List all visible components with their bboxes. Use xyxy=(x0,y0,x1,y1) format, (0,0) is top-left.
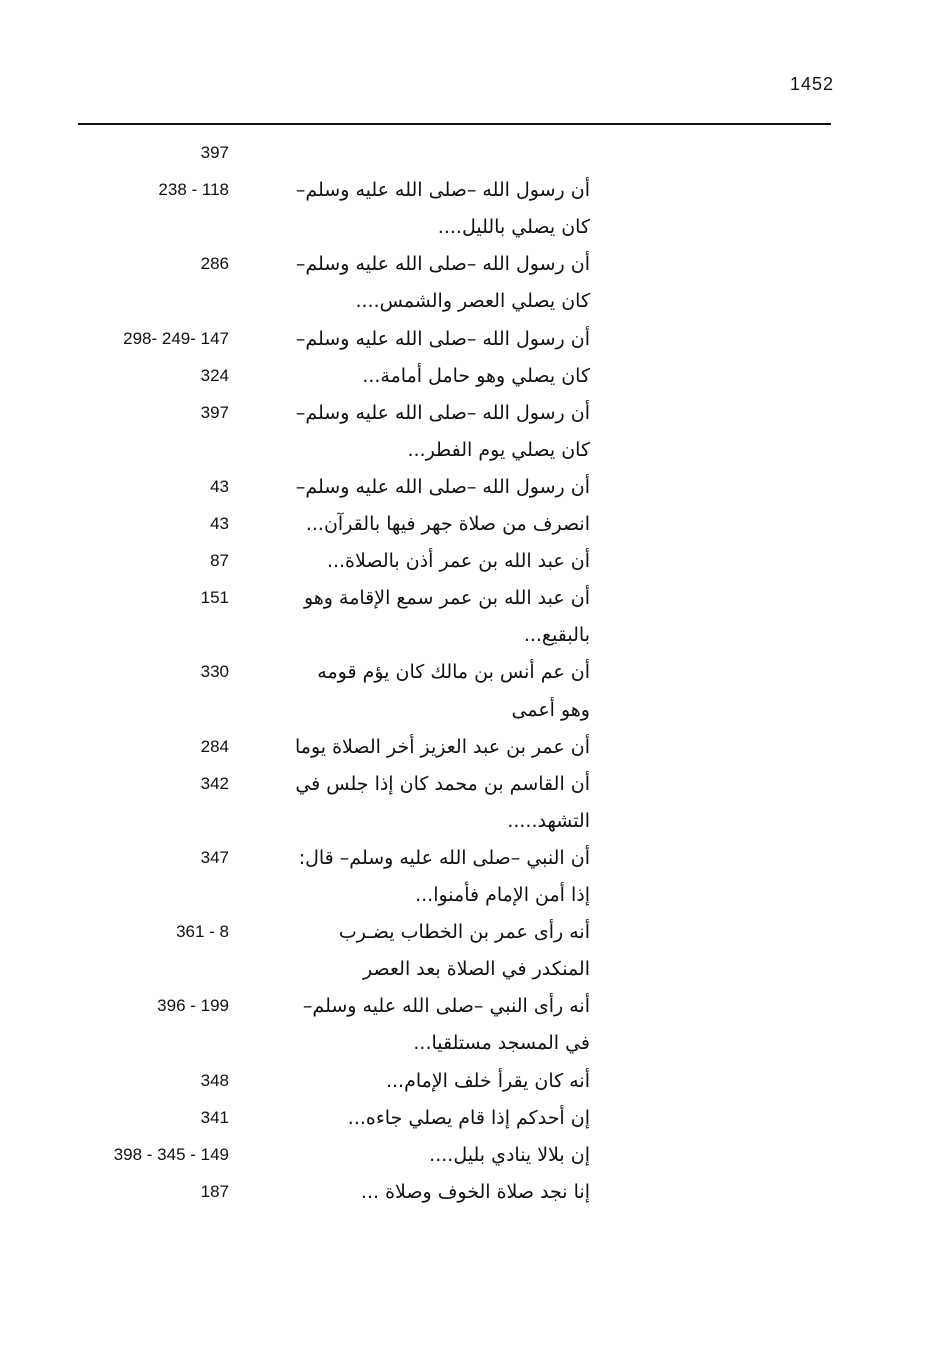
entry-text: كان يصلي وهو حامل أمامة... xyxy=(362,364,590,387)
index-entry: إذا أمن الإمام فأمنوا... xyxy=(0,880,947,910)
entry-pages: 341 xyxy=(200,1107,229,1127)
index-entry: في المسجد مستلقيا... xyxy=(0,1028,947,1058)
entry-text: أن النبي –صلى الله عليه وسلم– قال: xyxy=(298,846,590,869)
entry-text: كان يصلي بالليل.... xyxy=(437,216,590,239)
index-entry: أن عبد الله بن عمر أذن بالصلاة... 87 xyxy=(0,546,947,576)
entry-text: إذا أمن الإمام فأمنوا... xyxy=(415,884,590,906)
entry-pages: 398 - 345 - 149 xyxy=(113,1144,229,1164)
entry-text: إن أحدكم إذا قام يصلي جاءه... xyxy=(347,1106,590,1129)
index-entry: أن رسول الله –صلى الله عليه وسلم– 43 xyxy=(0,472,947,502)
entry-text: أن رسول الله –صلى الله عليه وسلم– xyxy=(295,179,590,202)
entry-pages: 43 xyxy=(210,514,229,533)
index-entry: إنا نجد صلاة الخوف وصلاة ... 187 xyxy=(0,1177,947,1207)
index-entry: التشهد..... xyxy=(0,806,947,836)
index-entry: إن بلالا ينادي بليل.... 398 - 345 - 149 xyxy=(0,1140,947,1170)
index-entry: أن عمر بن عبد العزيز أخر الصلاة يوما 284 xyxy=(0,732,947,762)
entry-pages: 43 xyxy=(210,476,229,496)
entry-text: انصرف من صلاة جهر فيها بالقرآن... xyxy=(305,513,590,535)
page-number: 1452 xyxy=(789,74,834,94)
entry-text: أنه رأى عمر بن الخطاب يضـرب xyxy=(338,921,590,944)
entry-pages: 347 xyxy=(200,847,229,867)
entry-pages: 87 xyxy=(210,551,229,571)
index-entry: وهو أعمى xyxy=(0,695,947,725)
index-entry: أن رسول الله –صلى الله عليه وسلم– 286 xyxy=(0,249,947,279)
index-entry: كان يصلي وهو حامل أمامة... 324 xyxy=(0,361,947,391)
index-entry: أن عبد الله بن عمر سمع الإقامة وهو 151 xyxy=(0,583,947,613)
entry-text: وهو أعمى xyxy=(511,698,591,721)
index-entry: أن النبي –صلى الله عليه وسلم– قال: 347 xyxy=(0,843,947,873)
entry-text: إن بلالا ينادي بليل.... xyxy=(429,1143,590,1166)
entry-text: في المسجد مستلقيا... xyxy=(413,1032,590,1055)
index-entry: المنكدر في الصلاة بعد العصر xyxy=(0,954,947,984)
entry-text: إنا نجد صلاة الخوف وصلاة ... xyxy=(360,1180,590,1203)
index-entry: كان يصلي بالليل.... xyxy=(0,212,947,242)
entry-pages: 396 - 199 xyxy=(157,996,229,1016)
entry-pages: 361 - 8 xyxy=(176,922,229,942)
entry-text: أن عبد الله بن عمر أذن بالصلاة... xyxy=(326,550,590,573)
entry-pages: 348 xyxy=(200,1070,229,1090)
header-rule xyxy=(78,123,831,125)
entry-text: أن عبد الله بن عمر سمع الإقامة وهو xyxy=(303,587,590,610)
index-entry: أن عم أنس بن مالك كان يؤم قومه 330 xyxy=(0,657,947,687)
entry-text: أن عمر بن عبد العزيز أخر الصلاة يوما xyxy=(294,735,590,758)
entry-pages: 324 xyxy=(200,365,229,385)
index-entry: بالبقيع... xyxy=(0,620,947,650)
index-entry: انصرف من صلاة جهر فيها بالقرآن... 43 xyxy=(0,509,947,539)
entry-pages: 397 xyxy=(200,402,229,422)
entry-text: أن رسول الله –صلى الله عليه وسلم– xyxy=(295,475,590,498)
entry-pages: 187 xyxy=(200,1181,229,1201)
entry-text: أن رسول الله –صلى الله عليه وسلم– xyxy=(295,253,590,276)
index-entry: أنه كان يقرأ خلف الإمام... 348 xyxy=(0,1066,947,1096)
entry-text: أن القاسم بن محمد كان إذا جلس في xyxy=(295,772,590,795)
entry-pages: 286 xyxy=(200,254,229,274)
index-entry: أن رسول الله –صلى الله عليه وسلم– 397 xyxy=(0,398,947,428)
entry-pages: 151 xyxy=(200,588,229,608)
entry-text: أنه كان يقرأ خلف الإمام... xyxy=(385,1069,590,1092)
entry-text: بالبقيع... xyxy=(523,624,590,647)
entry-text: أن رسول الله –صلى الله عليه وسلم– xyxy=(295,401,590,424)
index-entry: أن رسول الله –صلى الله عليه وسلم– 238 - 1… xyxy=(0,175,947,205)
index-entry: أن القاسم بن محمد كان إذا جلس في 342 xyxy=(0,769,947,799)
entry-text: كان يصلي العصر والشمس.... xyxy=(355,290,590,313)
index-entry: 397 xyxy=(0,138,947,168)
entry-text: التشهد..... xyxy=(507,809,590,832)
entry-text: كان يصلي يوم الفطر... xyxy=(407,438,590,461)
index-entry: كان يصلي يوم الفطر... xyxy=(0,435,947,465)
index-entry: إن أحدكم إذا قام يصلي جاءه... 341 xyxy=(0,1103,947,1133)
entry-text: المنكدر في الصلاة بعد العصر xyxy=(363,958,590,981)
entry-pages: 298- 249- 147 xyxy=(123,328,229,348)
entry-text: أن رسول الله –صلى الله عليه وسلم– xyxy=(295,327,590,350)
entry-pages: 238 - 118 xyxy=(158,180,229,200)
entry-pages: 330 xyxy=(200,662,229,682)
entry-pages: 397 xyxy=(200,143,229,162)
index-entry: كان يصلي العصر والشمس.... xyxy=(0,286,947,316)
index-entry: أن رسول الله –صلى الله عليه وسلم– 298- 24… xyxy=(0,324,947,354)
index-entry: أنه رأى عمر بن الخطاب يضـرب 361 - 8 xyxy=(0,917,947,947)
entry-text: أن عم أنس بن مالك كان يؤم قومه xyxy=(317,661,590,684)
entry-text: أنه رأى النبي –صلى الله عليه وسلم– xyxy=(302,995,590,1018)
entry-pages: 342 xyxy=(200,773,229,793)
entry-pages: 284 xyxy=(200,736,229,756)
index-entry: أنه رأى النبي –صلى الله عليه وسلم– 396 - … xyxy=(0,991,947,1021)
